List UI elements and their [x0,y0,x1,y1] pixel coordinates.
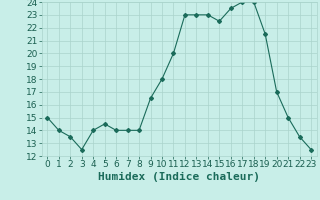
X-axis label: Humidex (Indice chaleur): Humidex (Indice chaleur) [98,172,260,182]
